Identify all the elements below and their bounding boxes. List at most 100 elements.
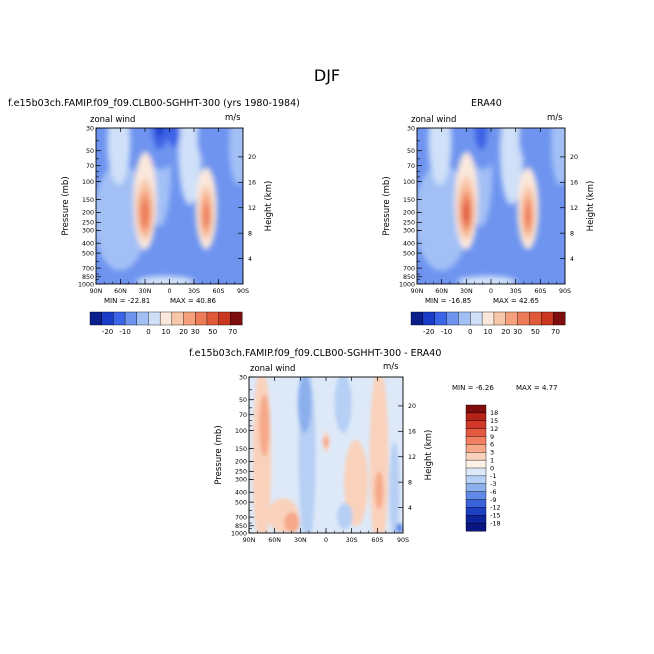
y-tick-label: 1000: [231, 530, 247, 537]
contour-region: [337, 503, 353, 530]
colorbar-swatch: [465, 475, 487, 485]
y-axis-label: Pressure (mb): [382, 176, 392, 235]
colorbar-swatch: [434, 311, 448, 326]
field-contours: [417, 128, 565, 284]
colorbar-swatch: [493, 311, 507, 326]
colorbar-label: 30: [191, 328, 200, 336]
colorbar-swatch: [159, 311, 173, 326]
colorbar-label: 20: [179, 328, 188, 336]
colorbar-swatch: [465, 452, 487, 461]
colorbar-swatch: [422, 311, 436, 326]
panel3-title: f.e15b03ch.FAMIP.f09_f09.CLB00-SGHHT-300…: [189, 348, 442, 359]
panel2-min: MIN = -16.85: [425, 297, 472, 305]
y-axis-label: Pressure (mb): [61, 176, 71, 235]
y-tick-label: 150: [235, 446, 247, 453]
colorbar-label: 12: [490, 425, 498, 433]
contour-region: [259, 394, 270, 457]
colorbar-label: -10: [119, 328, 130, 336]
y-tick-label: 30: [86, 125, 94, 132]
colorbar-swatch: [481, 311, 495, 326]
y-tick-label: 850: [235, 523, 247, 530]
colorbar-swatch: [541, 311, 554, 326]
contour-region: [518, 128, 538, 163]
y-tick-label: 50: [86, 148, 94, 155]
y-tick-label: 850: [403, 274, 415, 281]
y-tick-label: 250: [403, 220, 415, 227]
y-tick-label: 70: [239, 412, 247, 419]
x-tick-label: 90S: [397, 537, 409, 544]
field-contours: [252, 377, 403, 533]
y2-tick-label: 12: [570, 205, 578, 212]
colorbar-swatch: [89, 311, 103, 326]
y-tick-label: 70: [86, 163, 94, 170]
panel-2-field: [417, 128, 565, 284]
y2-tick-label: 8: [408, 479, 412, 486]
y2-axis-label: Height (km): [264, 181, 274, 232]
x-tick-label: 0: [489, 288, 493, 295]
contour-region: [297, 377, 312, 433]
colorbar-swatch: [505, 311, 519, 326]
contour-region: [369, 377, 389, 533]
contour-region: [343, 439, 368, 527]
colorbar-label: -15: [490, 512, 501, 520]
contour-region: [284, 512, 300, 533]
field-contours: [96, 128, 243, 284]
panel3-min: MIN = -6.26: [452, 384, 494, 392]
y-tick-label: 30: [407, 125, 415, 132]
colorbar-swatch: [230, 311, 243, 326]
contour-region: [323, 436, 329, 448]
x-tick-label: 60N: [435, 288, 448, 295]
y-tick-label: 1000: [78, 281, 94, 288]
colorbar-label: -3: [490, 480, 496, 488]
contour-region: [229, 128, 243, 186]
x-tick-label: 30N: [139, 288, 152, 295]
panel3-variable: zonal wind: [250, 364, 296, 374]
panel3-max: MAX = 4.77: [516, 384, 558, 392]
contour-region: [457, 275, 517, 284]
y2-axis-label: Height (km): [586, 181, 596, 232]
colorbar-swatch: [465, 467, 487, 477]
contour-region: [107, 128, 131, 185]
y-tick-label: 100: [235, 428, 247, 435]
colorbar-swatch: [183, 311, 196, 326]
colorbar-swatch: [206, 311, 220, 326]
contour-region: [474, 128, 488, 151]
colorbar-swatch: [517, 311, 530, 326]
x-tick-label: 90S: [559, 288, 571, 295]
y-tick-label: 100: [403, 179, 415, 186]
y2-tick-label: 20: [248, 154, 256, 161]
colorbar-label: 1: [490, 456, 494, 464]
colorbar-label: 50: [531, 328, 540, 336]
colorbar-1: [89, 311, 243, 326]
y2-tick-label: 12: [248, 205, 256, 212]
contour-region: [525, 204, 531, 228]
x-tick-label: 30S: [188, 288, 200, 295]
panel1-variable: zonal wind: [90, 115, 136, 125]
x-tick-label: 90N: [90, 288, 103, 295]
contour-region: [167, 128, 181, 147]
y-tick-label: 50: [239, 397, 247, 404]
contour-region: [136, 275, 195, 284]
colorbar-swatch: [465, 515, 487, 524]
contour-region: [315, 377, 337, 533]
colorbar-swatch: [465, 522, 487, 532]
colorbar-swatch: [465, 483, 487, 493]
y-tick-label: 300: [403, 228, 415, 235]
x-tick-label: 30S: [510, 288, 522, 295]
contour-region: [334, 377, 352, 433]
x-tick-label: 30N: [460, 288, 473, 295]
y-tick-label: 150: [403, 197, 415, 204]
colorbar-swatch: [136, 311, 149, 326]
panel1-max: MAX = 40.86: [170, 297, 216, 305]
colorbar-swatch: [171, 311, 185, 326]
x-tick-label: 30N: [294, 537, 307, 544]
colorbar-label: 3: [490, 449, 494, 457]
colorbar-label: 20: [501, 328, 510, 336]
contour-region: [389, 441, 400, 533]
panel1-min: MIN = -22.81: [104, 297, 151, 305]
y-tick-label: 50: [407, 148, 415, 155]
y2-tick-label: 16: [408, 429, 416, 436]
y-tick-label: 200: [403, 210, 415, 217]
panel2-title: ERA40: [471, 98, 502, 109]
y-tick-label: 700: [403, 265, 415, 272]
